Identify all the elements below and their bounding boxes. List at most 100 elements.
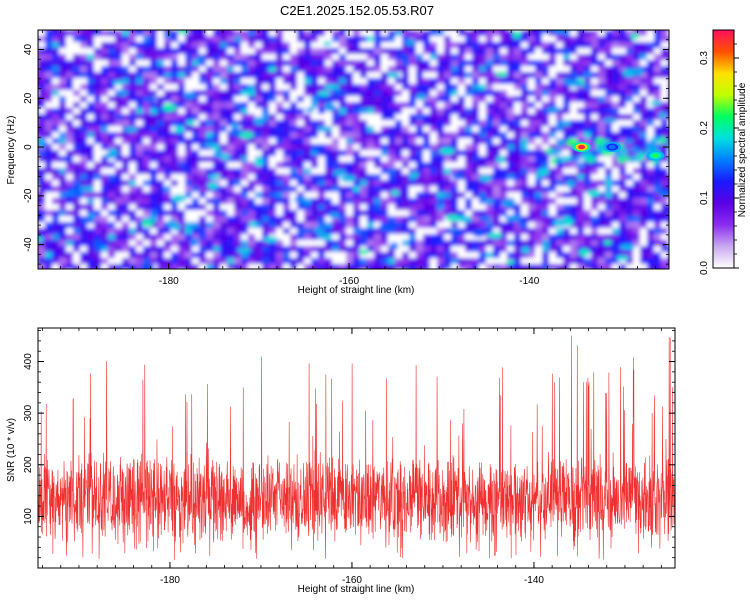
heatmap-cell bbox=[353, 90, 361, 97]
heatmap-cell bbox=[514, 78, 522, 85]
heatmap-x-tick-label: -160 bbox=[339, 276, 359, 287]
heatmap-cell bbox=[220, 240, 228, 247]
heatmap-cell bbox=[353, 168, 361, 175]
heatmap-frame bbox=[37, 29, 670, 270]
heatmap-cell bbox=[129, 132, 137, 139]
heatmap-cell bbox=[241, 252, 249, 259]
heatmap-cell bbox=[388, 60, 396, 67]
heatmap-cell bbox=[59, 90, 67, 97]
heatmap-cell bbox=[150, 78, 158, 85]
heatmap-cell bbox=[486, 108, 494, 115]
heatmap-cell bbox=[472, 240, 480, 247]
heatmap-cell bbox=[486, 180, 494, 187]
heatmap-cell bbox=[136, 192, 144, 199]
heatmap-cell bbox=[171, 30, 179, 37]
heatmap-cell bbox=[535, 198, 543, 205]
heatmap-cell bbox=[409, 228, 417, 235]
heatmap-cell bbox=[360, 126, 368, 133]
heatmap-cell bbox=[409, 198, 417, 205]
heatmap-cell bbox=[521, 126, 529, 133]
heatmap-cell bbox=[311, 36, 319, 43]
heatmap-cell bbox=[73, 60, 81, 67]
heatmap-cell bbox=[353, 138, 361, 145]
heatmap-cell bbox=[269, 150, 277, 157]
heatmap-cell bbox=[185, 234, 193, 241]
heatmap-cell bbox=[122, 246, 130, 253]
heatmap-cell bbox=[143, 78, 151, 85]
heatmap-cell bbox=[101, 204, 109, 211]
heatmap-cell bbox=[269, 246, 277, 253]
heatmap-cell bbox=[171, 48, 179, 55]
heatmap-cell bbox=[220, 150, 228, 157]
heatmap-cell bbox=[234, 264, 242, 269]
heatmap-cell bbox=[38, 180, 46, 187]
heatmap-cell bbox=[479, 54, 487, 61]
heatmap-cell bbox=[556, 66, 564, 73]
heatmap-cell bbox=[73, 270, 81, 277]
heatmap-cell bbox=[52, 36, 60, 43]
heatmap-cell bbox=[612, 192, 620, 199]
heatmap-cell bbox=[458, 258, 466, 265]
heatmap-cell bbox=[66, 132, 74, 139]
heatmap-cell bbox=[318, 264, 326, 269]
heatmap-cell bbox=[206, 246, 214, 253]
heatmap-cell bbox=[276, 42, 284, 49]
heatmap-cell bbox=[465, 66, 473, 73]
heatmap-cell bbox=[192, 54, 200, 61]
heatmap-cell bbox=[129, 174, 137, 181]
heatmap-cell bbox=[192, 246, 200, 253]
heatmap-cell bbox=[556, 210, 564, 217]
heatmap-cell bbox=[430, 192, 438, 199]
heatmap-cell bbox=[45, 222, 53, 229]
heatmap-cell bbox=[360, 192, 368, 199]
heatmap-cell bbox=[80, 156, 88, 163]
heatmap-cell bbox=[640, 216, 648, 223]
heatmap-cell bbox=[626, 186, 634, 193]
heatmap-cell bbox=[577, 204, 585, 211]
heatmap-cell bbox=[339, 42, 347, 49]
heatmap-cell bbox=[318, 36, 326, 43]
heatmap-cell bbox=[458, 36, 466, 43]
heatmap-cell bbox=[472, 108, 480, 115]
heatmap-cell bbox=[360, 264, 368, 269]
heatmap-cell bbox=[325, 126, 333, 133]
heatmap-cell bbox=[262, 174, 270, 181]
heatmap-cell bbox=[255, 258, 263, 265]
heatmap-cell bbox=[150, 132, 158, 139]
heatmap-cell bbox=[199, 108, 207, 115]
heatmap-cell bbox=[654, 240, 662, 247]
heatmap-cell bbox=[346, 30, 354, 37]
heatmap-cell bbox=[353, 192, 361, 199]
heatmap-cell bbox=[500, 174, 508, 181]
heatmap-cell bbox=[38, 114, 46, 121]
heatmap-cell bbox=[430, 138, 438, 145]
heatmap-cell bbox=[577, 168, 585, 175]
heatmap-cell bbox=[507, 270, 515, 277]
heatmap-cell bbox=[227, 102, 235, 109]
heatmap-cell bbox=[171, 78, 179, 85]
heatmap-cell bbox=[290, 42, 298, 49]
heatmap-cell bbox=[353, 150, 361, 157]
heatmap-cell bbox=[122, 138, 130, 145]
heatmap-cell bbox=[416, 216, 424, 223]
heatmap-cell bbox=[591, 78, 599, 85]
heatmap-cell bbox=[626, 252, 634, 259]
heatmap-cell bbox=[325, 60, 333, 67]
heatmap-cell bbox=[535, 228, 543, 235]
heatmap-cell bbox=[402, 132, 410, 139]
heatmap-cell bbox=[178, 36, 186, 43]
heatmap-cell bbox=[444, 228, 452, 235]
heatmap-cell bbox=[451, 84, 459, 91]
heatmap-cell bbox=[654, 42, 662, 49]
heatmap-cell bbox=[178, 132, 186, 139]
heatmap-cell bbox=[262, 222, 270, 229]
heatmap-blob bbox=[586, 189, 602, 197]
heatmap-cell bbox=[409, 84, 417, 91]
heatmap-cell bbox=[556, 72, 564, 79]
heatmap-cell bbox=[451, 114, 459, 121]
heatmap-cell bbox=[311, 102, 319, 109]
heatmap-cell bbox=[108, 84, 116, 91]
heatmap-cell bbox=[150, 108, 158, 115]
heatmap-cell bbox=[178, 270, 186, 277]
heatmap-cell bbox=[640, 162, 648, 169]
